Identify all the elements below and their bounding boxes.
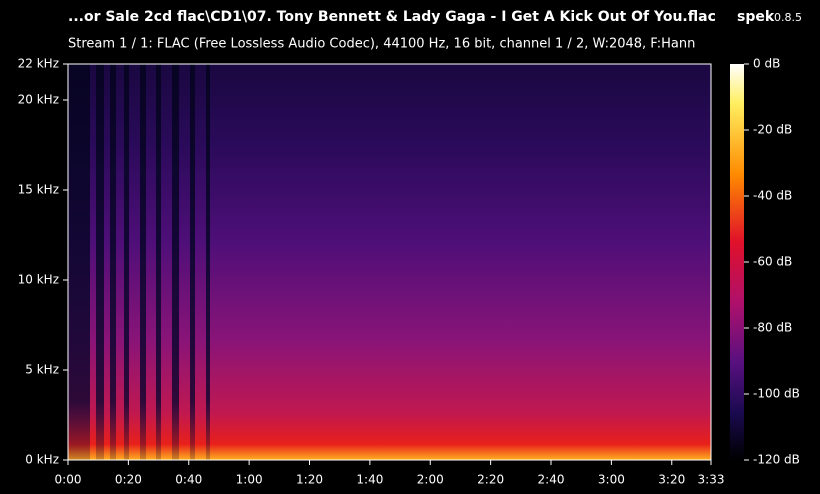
app-name: spek xyxy=(737,9,775,25)
x-tick-label: 3:20 xyxy=(658,473,685,487)
app-version: 0.8.5 xyxy=(774,11,802,24)
y-tick-label: 20 kHz xyxy=(18,93,59,107)
x-tick-label: 1:20 xyxy=(296,473,323,487)
colorbar-tick-label: -80 dB xyxy=(753,321,792,335)
plot-frame xyxy=(67,63,712,461)
spectrogram-image xyxy=(68,64,711,460)
stream-info: Stream 1 / 1: FLAC (Free Lossless Audio … xyxy=(68,37,695,52)
x-tick-label: 1:40 xyxy=(356,473,383,487)
x-tick-label: 2:00 xyxy=(417,473,444,487)
x-tick-label: 0:20 xyxy=(115,473,142,487)
x-tick-label: 0:00 xyxy=(55,473,82,487)
x-tick-label: 2:40 xyxy=(538,473,565,487)
x-tick-label: 3:33 xyxy=(698,473,725,487)
spectrogram-quiet-bands xyxy=(68,64,210,460)
x-tick-label: 3:00 xyxy=(598,473,625,487)
colorbar-tick-label: -120 dB xyxy=(753,453,800,467)
colorbar-tick-label: -60 dB xyxy=(753,255,792,269)
colorbar-tick-label: -20 dB xyxy=(753,123,792,137)
colorbar xyxy=(730,64,744,460)
colorbar-tick-label: 0 dB xyxy=(753,57,780,71)
colorbar-tick-label: -40 dB xyxy=(753,189,792,203)
y-tick-label: 0 kHz xyxy=(25,453,59,467)
y-tick-label: 10 kHz xyxy=(18,273,59,287)
y-tick-label: 5 kHz xyxy=(25,363,59,377)
y-tick-label: 22 kHz xyxy=(18,57,59,71)
colorbar-tick-label: -100 dB xyxy=(753,387,800,401)
y-tick-label: 15 kHz xyxy=(18,183,59,197)
x-tick-label: 0:40 xyxy=(175,473,202,487)
file-title: ...or Sale 2cd flac\CD1\07. Tony Bennett… xyxy=(68,9,716,25)
x-tick-label: 1:00 xyxy=(236,473,263,487)
x-tick-label: 2:20 xyxy=(477,473,504,487)
